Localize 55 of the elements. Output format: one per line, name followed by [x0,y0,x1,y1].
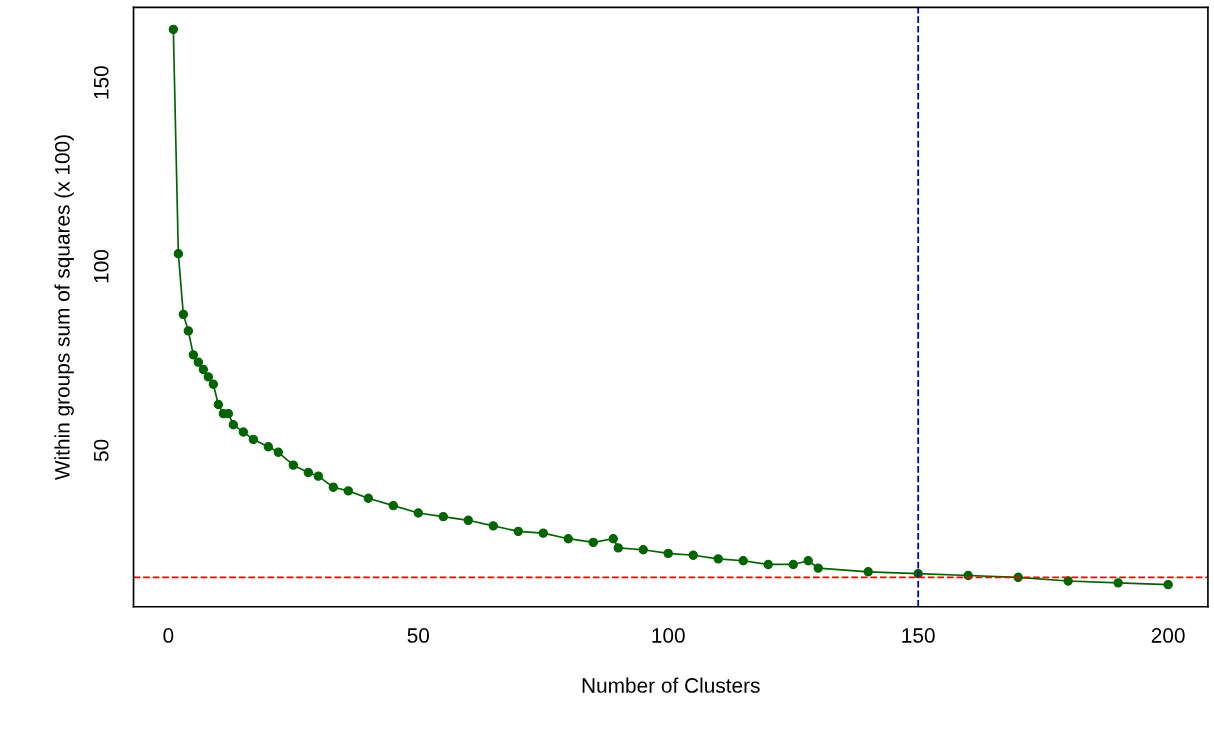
point [413,508,423,518]
point [563,534,573,544]
point [288,460,298,470]
x-tick-label: 50 [407,628,430,643]
point [588,537,598,548]
point [193,357,204,367]
x-tick-label: 200 [1151,628,1185,643]
x-axis-title: Number of Clusters [582,677,760,693]
y-axis-title: Within groups sum of squares (x 100) [54,135,74,481]
point [763,559,773,570]
point [663,548,673,559]
point [188,350,199,360]
point [613,543,623,553]
point [238,427,248,437]
point [328,482,338,492]
point [208,379,219,389]
point [638,545,648,555]
point [178,309,189,320]
point [738,556,748,566]
point [173,249,184,259]
point [813,563,823,573]
point [463,515,473,525]
point [168,24,179,35]
point [248,434,258,445]
point [803,556,813,566]
point [228,420,239,430]
x-tick-label: 150 [902,628,935,643]
y-tick-label: 100 [93,250,109,283]
point [1163,579,1173,590]
point [303,467,313,478]
point [388,500,398,511]
point [863,567,873,577]
x-tick-label: 0 [163,628,174,643]
point [198,364,209,375]
point [488,521,498,531]
point [363,493,373,503]
point [183,326,194,336]
point [788,559,798,570]
point [688,550,698,560]
y-tick-label: 50 [93,439,109,462]
point [263,442,273,452]
point [513,526,523,537]
point [273,447,283,457]
point [1063,576,1073,586]
point [713,554,723,564]
point [313,471,323,481]
point [343,486,353,496]
x-tick-label: 100 [652,628,685,643]
point [538,528,548,538]
point [213,399,224,410]
point [203,372,214,382]
y-tick-label: 150 [93,66,109,99]
point [438,511,448,522]
point [608,534,618,544]
point [1113,578,1123,588]
